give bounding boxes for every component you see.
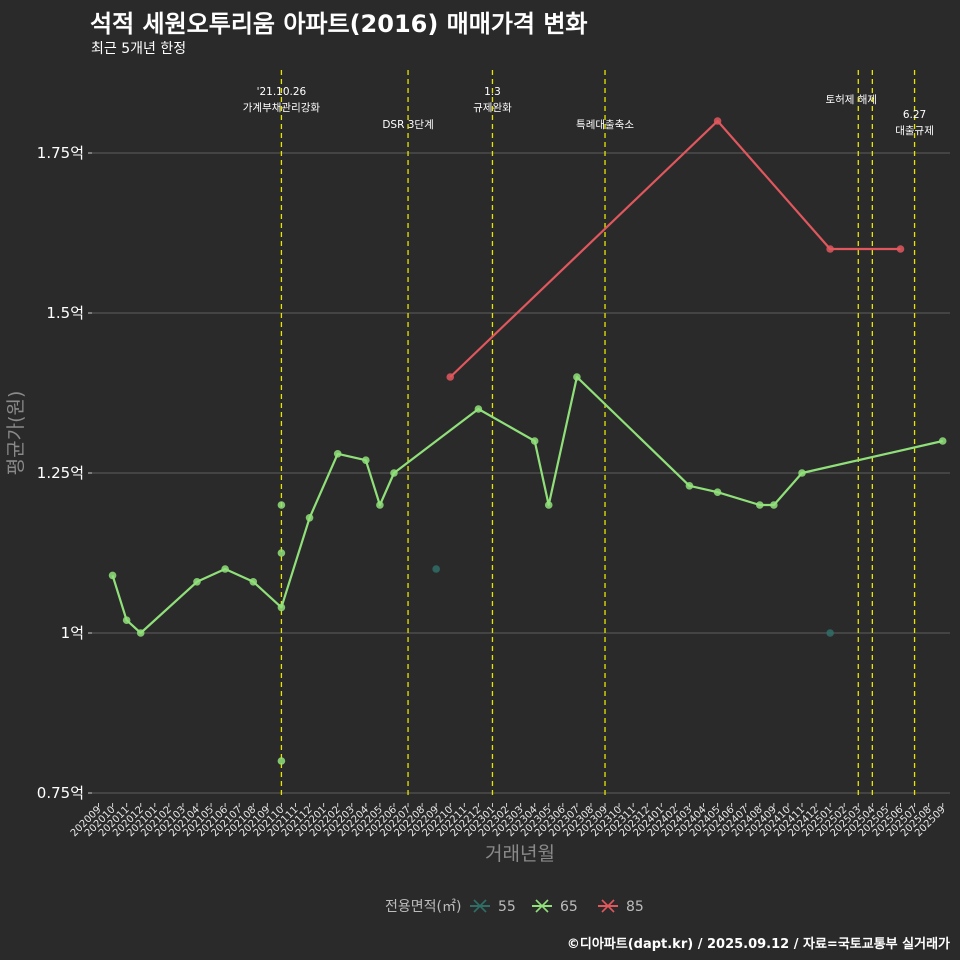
data-point-65 [249,578,258,586]
data-point-65 [474,405,483,413]
y-tick-label: 1억 [61,624,84,642]
data-point-65 [938,437,947,445]
data-point-65 [122,616,131,624]
data-point-65 [755,501,764,509]
series-layer [108,117,947,765]
legend-label-65: 65 [560,899,578,915]
series-line-85 [449,119,901,378]
data-point-65 [277,501,286,509]
data-point-65 [277,549,286,557]
event-label: DSR 3단계 [382,119,433,131]
event-label: 1.3 [484,86,501,98]
y-tick-label: 1.75억 [37,144,84,162]
data-point-65 [798,469,806,477]
data-point-65 [362,456,370,465]
y-tick-label: 1.25억 [37,464,84,482]
chart-subtitle: 최근 5개년 한정 [91,41,187,57]
legend-key-cross [535,899,549,913]
chart-caption: ©디아파트(dapt.kr) / 2025.09.12 / 자료=국토교통부 실… [566,937,950,952]
data-point-65 [530,437,539,445]
data-point-85 [896,245,905,253]
y-tick-label: 0.75억 [37,784,84,802]
data-point-65 [713,488,722,497]
data-point-65 [685,482,694,490]
data-point-65 [770,501,778,509]
data-point-65 [305,514,314,522]
data-point-85 [713,117,722,125]
x-axis-title: 거래년월 [485,843,555,865]
event-label: 가계부채관리강화 [243,102,321,114]
data-point-65 [108,571,117,580]
legend-label-55: 55 [498,899,516,915]
legend: 전용면적(㎡) 55 65 85 [385,899,644,915]
data-point-55 [826,629,834,637]
data-point-65 [573,373,581,381]
event-label: 토허제 해제 [825,93,877,106]
grid-layer [92,152,950,794]
legend-label-85: 85 [626,899,644,915]
legend-title: 전용면적(㎡) [385,899,461,915]
legend-key-cross [601,899,615,913]
data-point-65 [390,469,398,477]
data-point-65 [193,578,201,586]
event-label: 6.27 [903,109,926,121]
legend-key-cross [473,899,487,913]
chart-title: 석적 세원오투리움 아파트(2016) 매매가격 변화 [90,10,588,38]
data-point-55 [432,565,440,573]
event-label: '21.10.26 [257,86,307,98]
data-point-65 [333,450,342,458]
data-point-65 [277,603,286,612]
data-point-65 [544,501,553,509]
data-point-85 [446,373,455,381]
data-point-65 [277,757,286,765]
axis-layer: 거래년월 평균가(원) 0.75억1억1.25억1.5억1.75억2020092… [5,144,948,865]
data-point-65 [376,501,384,509]
data-point-85 [826,245,834,253]
data-point-65 [221,565,229,573]
event-label: 대출규제 [895,125,934,137]
data-point-65 [136,629,145,637]
event-label: 특례대출축소 [576,119,634,131]
y-axis-title: 평균가(원) [5,391,27,476]
y-tick-label: 1.5억 [46,304,84,322]
event-label: 규제완화 [473,101,512,114]
series-line-65 [111,375,943,635]
